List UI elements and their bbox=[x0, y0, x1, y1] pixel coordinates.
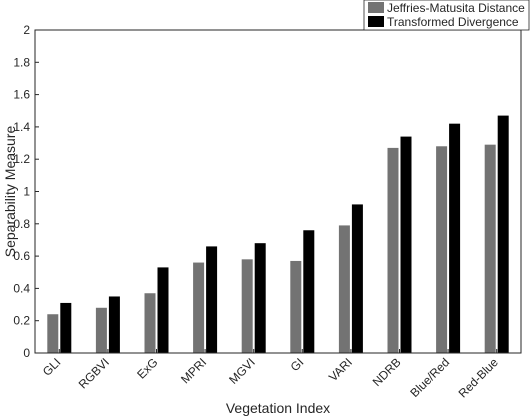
y-tick-label: 0.2 bbox=[13, 314, 30, 328]
legend-swatch-transformed-divergence bbox=[368, 16, 384, 27]
y-axis-label: Separability Measure bbox=[2, 126, 18, 258]
x-tick-label: MPRI bbox=[178, 355, 209, 386]
y-tick-label: 0.6 bbox=[13, 249, 30, 263]
y-axis-ticks: 0 0.2 0.4 0.6 0.8 1 1.2 1.4 1.6 1.8 2 bbox=[13, 23, 39, 360]
bar-td-mpri bbox=[206, 246, 218, 353]
bar-jm-gi bbox=[290, 260, 302, 353]
bar-td-mgvi bbox=[254, 243, 266, 353]
bar-td-rgbvi bbox=[108, 296, 120, 353]
bar-td-bluered bbox=[449, 123, 461, 353]
x-tick-label: VARI bbox=[326, 355, 355, 384]
y-tick-label: 0 bbox=[23, 346, 30, 360]
bar-jm-bluered bbox=[436, 146, 448, 353]
bars bbox=[47, 115, 509, 353]
x-tick-label: Red-Blue bbox=[456, 355, 502, 401]
bar-jm-mpri bbox=[193, 262, 205, 353]
x-tick-label: RGBVI bbox=[76, 355, 112, 391]
legend: Jeffries-Matusita Distance Transformed D… bbox=[363, 0, 530, 31]
bar-jm-exg bbox=[144, 293, 156, 353]
y-tick-label: 1 bbox=[23, 185, 30, 199]
x-axis-label: Vegetation Index bbox=[226, 400, 330, 416]
bar-jm-rgbvi bbox=[95, 307, 107, 353]
bar-jm-gli bbox=[47, 314, 59, 353]
bar-td-ndrb bbox=[400, 136, 412, 353]
y-tick-label: 1.8 bbox=[13, 55, 30, 69]
y-tick-label: 2 bbox=[23, 23, 30, 37]
bar-td-exg bbox=[157, 267, 169, 353]
legend-label-transformed-divergence: Transformed Divergence bbox=[387, 15, 519, 29]
x-tick-label: Blue/Red bbox=[407, 355, 452, 400]
y-tick-label: 1.4 bbox=[13, 120, 30, 134]
y-tick-label: 1.6 bbox=[13, 88, 30, 102]
bar-td-gli bbox=[60, 302, 72, 353]
bar-jm-ndrb bbox=[387, 147, 399, 353]
plot-area-frame bbox=[34, 29, 522, 354]
y-tick-label: 0.4 bbox=[13, 281, 30, 295]
legend-box bbox=[363, 0, 530, 31]
x-axis-ticks: GLI RGBVI ExG MPRI MGVI GI VARI NDRB Blue/Red Red… bbox=[40, 349, 501, 400]
x-tick-label: MGVI bbox=[226, 355, 258, 387]
bar-td-gi bbox=[303, 230, 315, 353]
x-tick-label: NDRB bbox=[370, 355, 404, 389]
x-tick-label: GI bbox=[288, 355, 307, 374]
bar-jm-redblue bbox=[484, 144, 496, 353]
bar-jm-vari bbox=[338, 225, 350, 353]
bar-jm-mgvi bbox=[241, 259, 253, 353]
legend-label-jeffries-matusita: Jeffries-Matusita Distance bbox=[387, 1, 525, 15]
y-tick-label: 0.8 bbox=[13, 217, 30, 231]
y-tick-label: 1.2 bbox=[13, 152, 30, 166]
legend-swatch-jeffries-matusita bbox=[368, 2, 384, 13]
bar-td-redblue bbox=[497, 115, 509, 353]
x-tick-label: GLI bbox=[40, 355, 64, 379]
x-tick-label: ExG bbox=[134, 355, 160, 381]
bar-td-vari bbox=[351, 204, 363, 353]
